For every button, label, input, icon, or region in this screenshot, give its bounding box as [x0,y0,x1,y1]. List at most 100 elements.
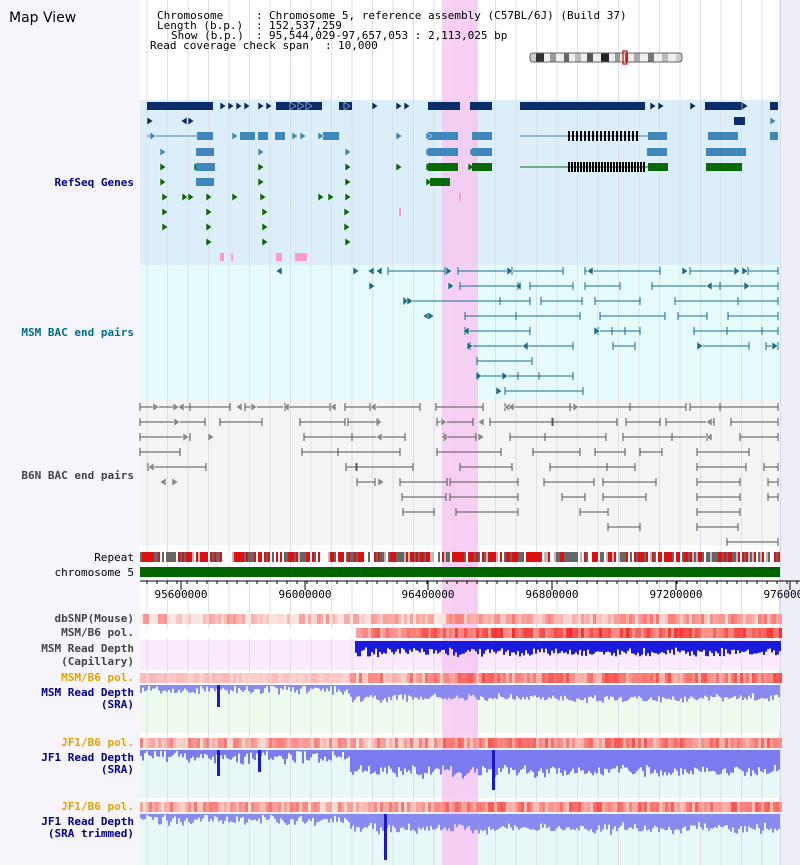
depth-bar [564,685,566,696]
heat-cell [575,673,578,683]
repeat-element [300,552,302,562]
heat-cell [770,738,773,748]
heat-cell [596,614,599,624]
heat-cell [278,614,281,624]
gene-exon-tick [580,131,582,141]
depth-bar [480,685,482,697]
heat-cell [287,738,290,748]
heat-cell [452,614,455,624]
depth-bar [194,750,196,761]
heat-cell [524,738,527,748]
heat-cell [419,628,422,638]
depth-bar [462,750,464,779]
depth-bar [667,641,669,650]
ideogram-band [575,53,581,62]
heat-cell [563,802,566,812]
depth-bar [772,750,774,772]
depth-bar [208,750,210,759]
depth-bar [348,685,350,694]
heat-cell [473,614,476,624]
heat-cell [752,738,755,748]
gene-strand-arrow [159,477,167,487]
depth-bar [330,750,332,761]
depth-bar [620,685,622,698]
depth-bar [144,685,146,692]
msm-depth-sra-label-1: MSM Read Depth [41,686,134,699]
depth-bar [154,814,156,817]
depth-bar [523,641,525,656]
depth-bar [382,750,384,772]
repeat-element [360,552,362,562]
heat-cell [557,673,560,683]
depth-bar [526,685,528,697]
depth-bar [604,685,606,698]
repeat-element [730,552,732,562]
heat-cell [737,628,740,638]
depth-bar [478,814,480,834]
heat-cell [560,738,563,748]
heat-cell [734,628,737,638]
depth-bar [670,685,672,700]
depth-bar [713,641,715,657]
depth-bar [567,641,569,655]
heat-cell [596,738,599,748]
depth-bar [409,641,411,650]
depth-bar [656,685,658,702]
repeat-element [504,552,506,562]
depth-bar [370,814,372,823]
heat-cell [638,673,641,683]
depth-bar [638,685,640,697]
depth-bar [434,750,436,770]
depth-bar [186,750,188,760]
depth-bar [676,685,678,701]
depth-bar [687,641,689,653]
heat-cell [236,614,239,624]
gene-strand-arrow [705,417,713,427]
depth-bar [772,814,774,833]
depth-bar [400,750,402,772]
depth-bar [324,685,326,692]
msm-capillary-depth [355,641,781,658]
heat-cell [464,738,467,748]
msm-b6-pol-sra-label: MSM/B6 pol. [61,671,134,684]
heat-cell [563,628,566,638]
depth-bar [674,685,676,700]
heat-cell [305,614,308,624]
depth-bar [588,750,590,771]
depth-bar [336,814,338,822]
depth-bar [252,814,254,821]
gene-strand-arrow [235,101,243,111]
heat-cell [713,738,716,748]
depth-bar [376,685,378,700]
heat-cell [281,738,284,748]
depth-bar [542,685,544,697]
heat-cell [638,628,641,638]
depth-bar [318,685,320,689]
heat-cell [242,628,245,638]
gene-exon [770,102,778,110]
repeat-element [436,552,438,562]
depth-bar [238,814,240,822]
depth-bar [386,750,388,774]
depth-bar [240,814,242,818]
repeat-element [190,552,192,562]
depth-bar [392,750,394,773]
depth-bar [174,685,176,694]
depth-bar [640,685,642,698]
heat-cell [641,628,644,638]
heat-cell [548,738,551,748]
depth-bar [448,750,450,771]
heat-cell [419,738,422,748]
depth-bar [501,641,503,649]
heat-cell [518,628,521,638]
depth-bar [728,685,730,699]
depth-bar [166,685,168,692]
heat-cell [395,673,398,683]
heat-cell [605,738,608,748]
depth-bar [368,750,370,766]
repeat-element [414,552,416,562]
depth-bar [600,814,602,832]
depth-bar [490,814,492,830]
depth-bar [735,641,737,654]
